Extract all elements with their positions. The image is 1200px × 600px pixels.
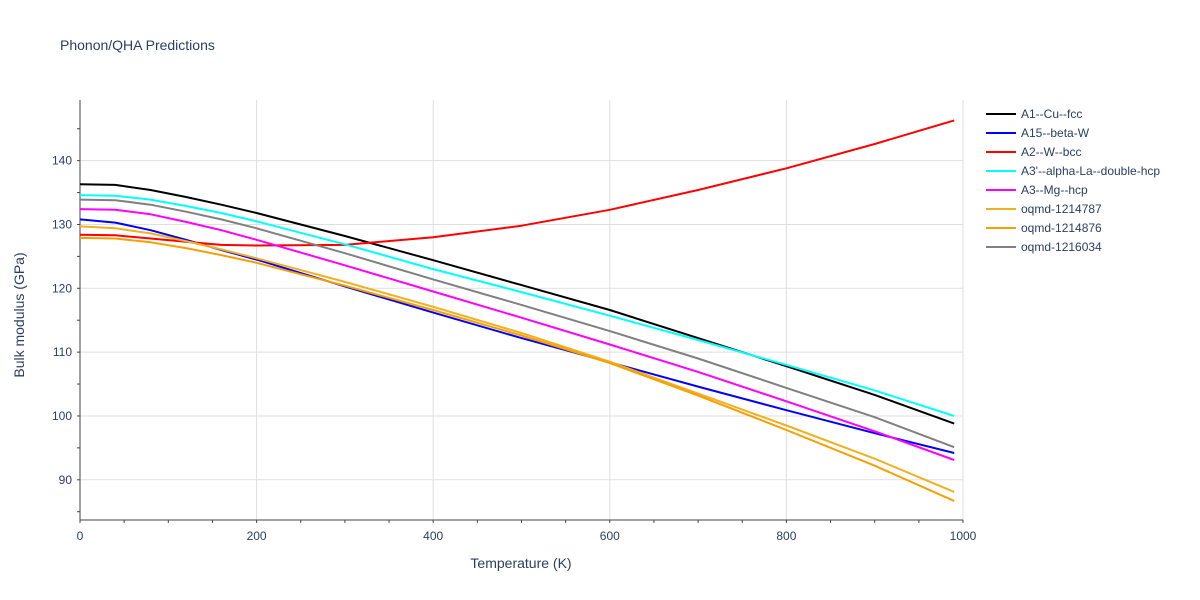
x-axis-title: Temperature (K) — [470, 555, 571, 571]
x-tick-label: 800 — [776, 529, 796, 543]
legend-item[interactable]: A3--Mg--hcp — [986, 183, 1088, 197]
legend-item[interactable]: oqmd-1214787 — [986, 202, 1102, 216]
chart-title: Phonon/QHA Predictions — [60, 37, 215, 53]
legend-item[interactable]: oqmd-1214876 — [986, 221, 1102, 235]
legend-label: A15--beta-W — [1021, 126, 1090, 140]
legend-item[interactable]: oqmd-1216034 — [986, 240, 1102, 254]
x-tick-label: 400 — [423, 529, 443, 543]
legend-label: A2--W--bcc — [1021, 145, 1081, 159]
series-line — [79, 119, 955, 247]
axes — [77, 100, 964, 523]
y-axis-title: Bulk modulus (GPa) — [11, 252, 27, 377]
grid — [80, 100, 964, 520]
x-tick-label: 0 — [77, 529, 84, 543]
x-tick-label: 200 — [247, 529, 267, 543]
legend-item[interactable]: A1--Cu--fcc — [986, 107, 1082, 121]
x-tick-label: 1000 — [950, 529, 977, 543]
x-tick-label: 600 — [600, 529, 620, 543]
y-tick-label: 100 — [52, 409, 72, 423]
legend: A1--Cu--fcc A15--beta-W A2--W--bcc A3'--alp… — [986, 107, 1160, 254]
legend-item[interactable]: A15--beta-W — [986, 126, 1090, 140]
legend-item[interactable]: A3'--alpha-La--double-hcp — [986, 164, 1160, 178]
legend-item[interactable]: A2--W--bcc — [986, 145, 1081, 159]
legend-label: A1--Cu--fcc — [1021, 107, 1082, 121]
legend-label: oqmd-1214787 — [1021, 202, 1102, 216]
series-line — [79, 218, 955, 454]
series-line — [79, 198, 955, 449]
legend-label: oqmd-1214876 — [1021, 221, 1102, 235]
y-tick-label: 120 — [52, 281, 72, 295]
series-line — [79, 236, 955, 502]
y-tick-label: 90 — [59, 473, 73, 487]
y-tick-label: 110 — [53, 345, 72, 359]
legend-label: A3'--alpha-La--double-hcp — [1021, 164, 1160, 178]
legend-label: oqmd-1216034 — [1021, 240, 1102, 254]
y-tick-label: 130 — [52, 217, 72, 231]
series-line — [79, 194, 955, 417]
y-tick-label: 140 — [52, 154, 72, 168]
tick-labels: 0 200 400 600 800 1000 90 100 110 120 130 140 — [52, 154, 977, 543]
series-lines — [79, 119, 955, 502]
legend-label: A3--Mg--hcp — [1021, 183, 1088, 197]
series-line — [79, 208, 955, 461]
series-line — [79, 225, 955, 493]
